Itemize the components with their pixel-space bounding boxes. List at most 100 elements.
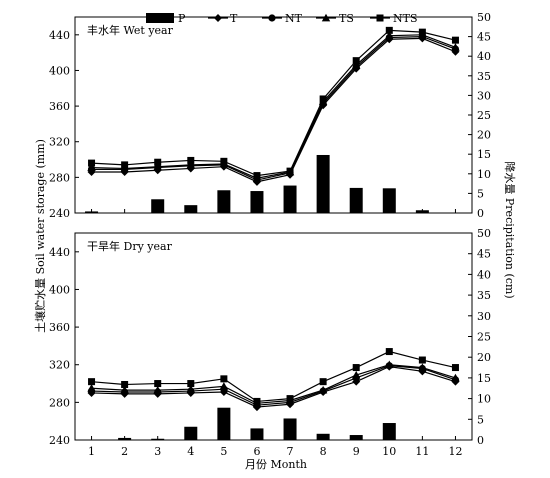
point-ts xyxy=(87,163,96,171)
x-tick-label: 11 xyxy=(415,445,429,458)
point-ts xyxy=(186,160,195,169)
y-right-tick-label: 30 xyxy=(477,310,491,323)
y-right-tick-label: 15 xyxy=(477,148,491,161)
y-right-tick-label: 40 xyxy=(477,268,491,281)
y-right-tick-label: 0 xyxy=(477,207,484,220)
y-left-tick-label: 440 xyxy=(49,29,70,42)
x-tick-label: 2 xyxy=(121,445,128,458)
y-right-tick-label: 20 xyxy=(477,129,491,142)
point-ts xyxy=(352,60,361,69)
series-line-t xyxy=(91,37,456,183)
precipitation-bar xyxy=(217,190,231,213)
series-line-nts xyxy=(91,350,456,403)
legend-marker-ts xyxy=(321,13,331,22)
legend-marker-nts xyxy=(376,14,384,22)
point-nts xyxy=(319,95,327,103)
y-right-tick-label: 20 xyxy=(477,351,491,364)
point-ts xyxy=(120,385,129,394)
plot-frame xyxy=(74,232,473,441)
point-nts xyxy=(418,356,426,364)
y-right-tick-label: 40 xyxy=(477,50,491,63)
legend-label-t: T xyxy=(230,12,238,25)
precipitation-bar xyxy=(184,205,198,213)
wet-year-panel: 240 280 320 360 400 440 0 5 10 15 20 25 30 35 40 45 50 丰水… xyxy=(49,11,491,220)
y-left-tick-label: 400 xyxy=(49,283,70,296)
y-right-tick-label: 35 xyxy=(477,289,491,302)
y-left-tick-label: 280 xyxy=(49,396,70,409)
legend-label-nt: NT xyxy=(285,12,303,25)
x-tick-label: 9 xyxy=(353,445,360,458)
series-line-nt xyxy=(91,35,456,181)
precipitation-bar xyxy=(349,187,363,213)
point-nts xyxy=(286,395,294,403)
precipitation-bar xyxy=(382,188,396,213)
x-tick-label: 10 xyxy=(382,445,396,458)
point-ts xyxy=(451,43,460,51)
y-right-tick-label: 35 xyxy=(477,70,491,83)
panel-title: 丰水年 Wet year xyxy=(87,23,174,37)
y-right-tick-label: 10 xyxy=(477,168,491,181)
point-nts xyxy=(187,380,195,388)
y-right-tick-label: 30 xyxy=(477,89,491,102)
point-ts xyxy=(87,384,96,392)
y-right-tick-label: 45 xyxy=(477,31,491,44)
point-ts xyxy=(385,360,394,369)
precipitation-bar xyxy=(283,185,297,213)
point-nts xyxy=(88,378,96,386)
y-left-tick-label: 320 xyxy=(49,359,70,372)
precipitation-bar xyxy=(382,423,396,440)
y-right-tick-label: 25 xyxy=(477,331,491,344)
y-left-tick-label: 240 xyxy=(49,207,70,220)
point-nts xyxy=(451,36,459,44)
precipitation-bar xyxy=(217,407,231,440)
point-nts xyxy=(253,397,261,405)
precipitation-bar xyxy=(316,154,330,213)
point-nts xyxy=(154,158,162,166)
axis-labels: 土壤贮水量 Soil water storage (mm) 降水量 Precip… xyxy=(33,139,517,471)
point-nts xyxy=(385,348,393,356)
point-nts xyxy=(253,172,261,180)
point-nts xyxy=(286,167,294,175)
point-ts xyxy=(153,162,162,171)
legend-label-p: P xyxy=(178,12,186,25)
y-right-tick-label: 50 xyxy=(477,11,491,24)
point-nts xyxy=(319,378,327,386)
legend-label-nts: NTS xyxy=(393,12,418,25)
precipitation-bar xyxy=(250,191,264,213)
point-ts xyxy=(186,384,195,393)
point-nts xyxy=(418,28,426,36)
x-tick-label: 12 xyxy=(448,445,462,458)
point-nts xyxy=(154,380,162,388)
y-right-tick-label: 10 xyxy=(477,393,491,406)
y-right-tick-label: 50 xyxy=(477,227,491,240)
x-tick-label: 7 xyxy=(287,445,294,458)
x-tick-label: 5 xyxy=(220,445,227,458)
point-nts xyxy=(451,364,459,372)
point-ts xyxy=(385,31,394,40)
x-tick-label: 3 xyxy=(154,445,161,458)
precipitation-bar xyxy=(151,438,165,440)
y-left-tick-label: 440 xyxy=(49,246,70,259)
series-line-t xyxy=(91,365,456,408)
point-nts xyxy=(352,57,360,65)
y-right-tick-label: 5 xyxy=(477,413,484,426)
precipitation-bar xyxy=(118,437,132,440)
series-line-ts xyxy=(91,34,456,179)
y-left-tick-label: 320 xyxy=(49,136,70,149)
legend-label-ts: TS xyxy=(339,12,354,25)
precipitation-bar xyxy=(250,428,264,440)
series-line-ts xyxy=(91,364,456,404)
x-axis-label: 月份 Month xyxy=(245,458,307,471)
plot-frame xyxy=(74,16,473,214)
y-right-tick-label: 25 xyxy=(477,109,491,122)
precipitation-bar xyxy=(316,433,330,440)
point-ts xyxy=(153,385,162,394)
y-right-tick-label: 5 xyxy=(477,187,484,200)
x-tick-label: 6 xyxy=(253,445,260,458)
y-right-tick-label: 0 xyxy=(477,434,484,447)
y-left-tick-label: 400 xyxy=(49,64,70,77)
y-right-tick-label: 45 xyxy=(477,248,491,261)
precipitation-bar xyxy=(283,418,297,440)
